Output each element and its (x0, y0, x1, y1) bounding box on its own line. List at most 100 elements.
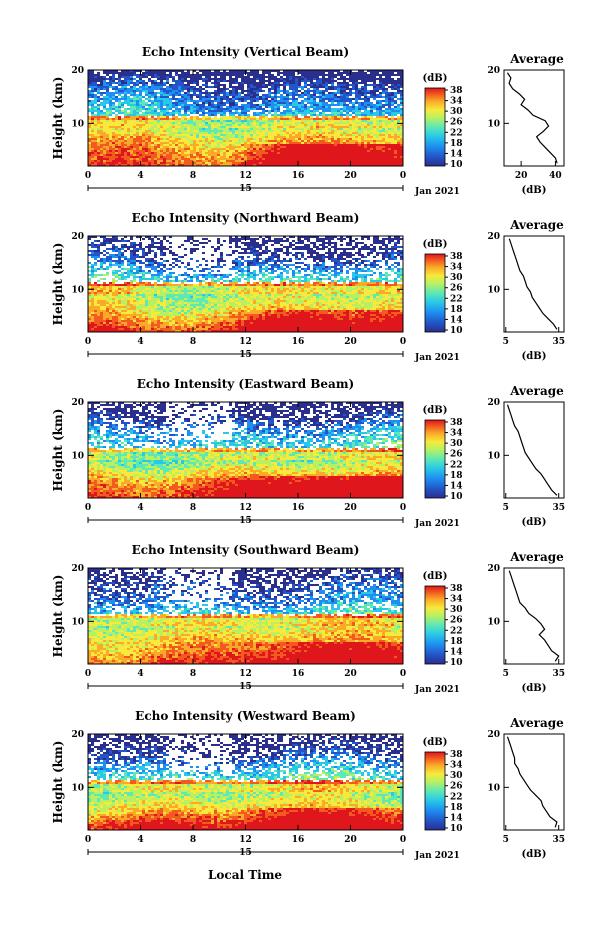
heatmap-cell (379, 118, 382, 120)
heatmap-cell (364, 106, 367, 108)
heatmap-cell (352, 104, 355, 106)
heatmap-cell (295, 156, 298, 158)
heatmap-cell (127, 100, 130, 102)
heatmap-cell (169, 74, 172, 76)
heatmap-cell (397, 136, 400, 138)
heatmap-cell (130, 134, 133, 136)
heatmap-cell (283, 154, 286, 156)
heatmap-cell (163, 158, 166, 160)
heatmap-cell (121, 82, 124, 84)
heatmap-cell (238, 144, 241, 146)
heatmap-cell (184, 114, 187, 116)
heatmap-cell (169, 120, 172, 122)
heatmap-cell (133, 92, 136, 94)
heatmap-cell (160, 150, 163, 152)
heatmap-cell (256, 120, 259, 122)
heatmap-cell (190, 138, 193, 140)
heatmap-cell (244, 128, 247, 130)
heatmap-cell (259, 126, 262, 128)
heatmap-cell (88, 116, 91, 118)
heatmap-cell (364, 104, 367, 106)
heatmap-cell (304, 146, 307, 148)
heatmap-cell (295, 88, 298, 90)
heatmap-cell (172, 114, 175, 116)
heatmap-cell (376, 138, 379, 140)
heatmap-cell (262, 100, 265, 102)
heatmap-cell (268, 130, 271, 132)
heatmap-cell (238, 154, 241, 156)
heatmap-cell (235, 158, 238, 160)
heatmap-cell (178, 136, 181, 138)
heatmap-cell (328, 88, 331, 90)
heatmap-cell (97, 154, 100, 156)
heatmap-cell (100, 156, 103, 158)
heatmap-cell (271, 74, 274, 76)
heatmap-cell (130, 110, 133, 112)
heatmap-cell (241, 90, 244, 92)
heatmap-cell (361, 140, 364, 142)
heatmap-cell (103, 80, 106, 82)
heatmap-cell (154, 158, 157, 160)
heatmap-cell (298, 96, 301, 98)
heatmap-cell (313, 134, 316, 136)
heatmap-cell (238, 162, 241, 164)
heatmap-cell (172, 120, 175, 122)
heatmap-cell (310, 242, 313, 244)
heatmap-cell (346, 86, 349, 88)
heatmap-cell (100, 128, 103, 130)
heatmap-cell (172, 136, 175, 138)
heatmap-cell (307, 158, 310, 160)
heatmap-cell (202, 88, 205, 90)
heatmap-cell (295, 132, 298, 134)
heatmap-cell (88, 142, 91, 144)
heatmap-cell (391, 146, 394, 148)
heatmap-cell (328, 164, 331, 166)
heatmap-cell (343, 84, 346, 86)
heatmap-cell (181, 84, 184, 86)
heatmap-cell (250, 156, 253, 158)
heatmap-cell (130, 150, 133, 152)
heatmap-cell (205, 158, 208, 160)
heatmap-cell (130, 236, 133, 238)
heatmap-cell (286, 80, 289, 82)
heatmap-cell (157, 246, 160, 248)
heatmap-cell (343, 118, 346, 120)
heatmap-cell (91, 84, 94, 86)
heatmap-cell (190, 128, 193, 130)
heatmap-cell (181, 138, 184, 140)
heatmap-cell (310, 138, 313, 140)
heatmap-cell (193, 120, 196, 122)
heatmap-cell (214, 78, 217, 80)
heatmap-cell (178, 114, 181, 116)
heatmap-cell (286, 72, 289, 74)
heatmap-cell (244, 96, 247, 98)
heatmap-cell (388, 78, 391, 80)
heatmap-cell (118, 132, 121, 134)
heatmap-cell (355, 140, 358, 142)
heatmap-cell (361, 102, 364, 104)
colorbar (424, 87, 446, 167)
heatmap-cell (328, 150, 331, 152)
heatmap-cell (379, 86, 382, 88)
heatmap-cell (115, 136, 118, 138)
heatmap-cell (247, 114, 250, 116)
heatmap-cell (133, 144, 136, 146)
heatmap-cell (127, 142, 130, 144)
heatmap-cell (238, 128, 241, 130)
heatmap-cell (352, 240, 355, 242)
heatmap-cell (166, 82, 169, 84)
heatmap-cell (130, 72, 133, 74)
heatmap-cell (178, 120, 181, 122)
heatmap-cell (220, 88, 223, 90)
heatmap-cell (229, 84, 232, 86)
heatmap-cell (379, 144, 382, 146)
heatmap-cell (91, 76, 94, 78)
heatmap-cell (124, 138, 127, 140)
heatmap-cell (328, 92, 331, 94)
heatmap-cell (250, 82, 253, 84)
heatmap-cell (328, 82, 331, 84)
heatmap-cell (265, 86, 268, 88)
heatmap-cell (373, 94, 376, 96)
heatmap-cell (100, 154, 103, 156)
heatmap-cell (175, 138, 178, 140)
